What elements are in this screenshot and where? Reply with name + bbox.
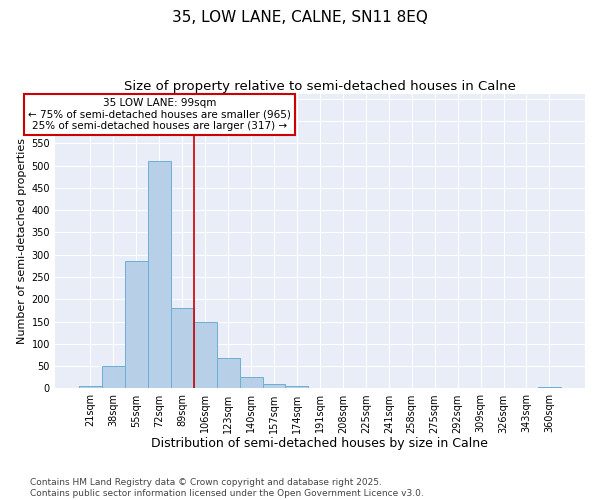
Bar [194,322,217,388]
Text: 35 LOW LANE: 99sqm
← 75% of semi-detached houses are smaller (965)
25% of semi-d: 35 LOW LANE: 99sqm ← 75% of semi-detache… [28,98,291,131]
Bar [538,387,561,388]
Bar [171,308,194,388]
Bar [148,161,171,388]
Title: Size of property relative to semi-detached houses in Calne: Size of property relative to semi-detach… [124,80,516,93]
Bar [79,386,102,388]
Text: Contains HM Land Registry data © Crown copyright and database right 2025.
Contai: Contains HM Land Registry data © Crown c… [30,478,424,498]
Bar [239,378,263,388]
Bar [286,386,308,388]
Bar [217,358,239,388]
X-axis label: Distribution of semi-detached houses by size in Calne: Distribution of semi-detached houses by … [151,437,488,450]
Y-axis label: Number of semi-detached properties: Number of semi-detached properties [17,138,27,344]
Text: 35, LOW LANE, CALNE, SN11 8EQ: 35, LOW LANE, CALNE, SN11 8EQ [172,10,428,25]
Bar [263,384,286,388]
Bar [102,366,125,388]
Bar [125,262,148,388]
